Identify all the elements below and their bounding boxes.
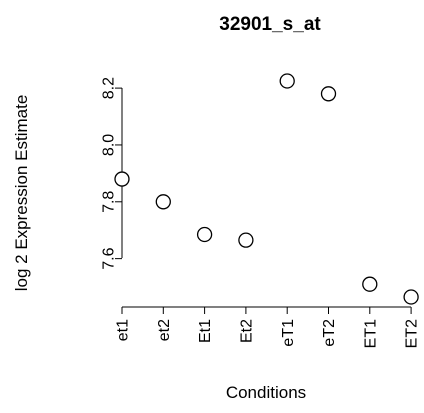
x-axis-ticks: et1 et2 Et1 Et2 eT1 eT2 ET1 ET2 <box>115 307 421 348</box>
y-axis-label: log 2 Expression Estimate <box>12 95 31 292</box>
y-tick-label: 7.6 <box>101 247 118 269</box>
data-point-ET2 <box>403 289 419 305</box>
data-point-et2 <box>155 194 171 210</box>
x-tick-label: Et1 <box>197 319 214 343</box>
x-tick-label: Et2 <box>239 319 256 343</box>
x-tick-label: et1 <box>115 319 132 341</box>
x-tick-label: eT2 <box>321 319 338 347</box>
data-point-eT2 <box>320 86 337 102</box>
data-point-et1 <box>114 171 130 187</box>
y-tick-label: 7.8 <box>101 191 118 213</box>
data-points <box>114 73 419 305</box>
x-axis-label: Conditions <box>226 383 306 402</box>
data-point-Et1 <box>196 226 213 243</box>
x-tick-label: ET2 <box>404 319 421 348</box>
y-tick-label: 8.2 <box>101 77 118 99</box>
y-axis-ticks: 7.6 7.8 8.0 8.2 <box>101 77 122 270</box>
data-point-eT1 <box>279 73 295 89</box>
x-tick-label: ET1 <box>362 319 379 348</box>
x-tick-label: et2 <box>156 319 173 341</box>
x-tick-label: eT1 <box>280 319 297 347</box>
data-point-Et2 <box>238 232 254 248</box>
chart-title: 32901_s_at <box>219 14 321 35</box>
y-tick-label: 8.0 <box>101 134 118 156</box>
data-point-ET1 <box>362 276 378 292</box>
